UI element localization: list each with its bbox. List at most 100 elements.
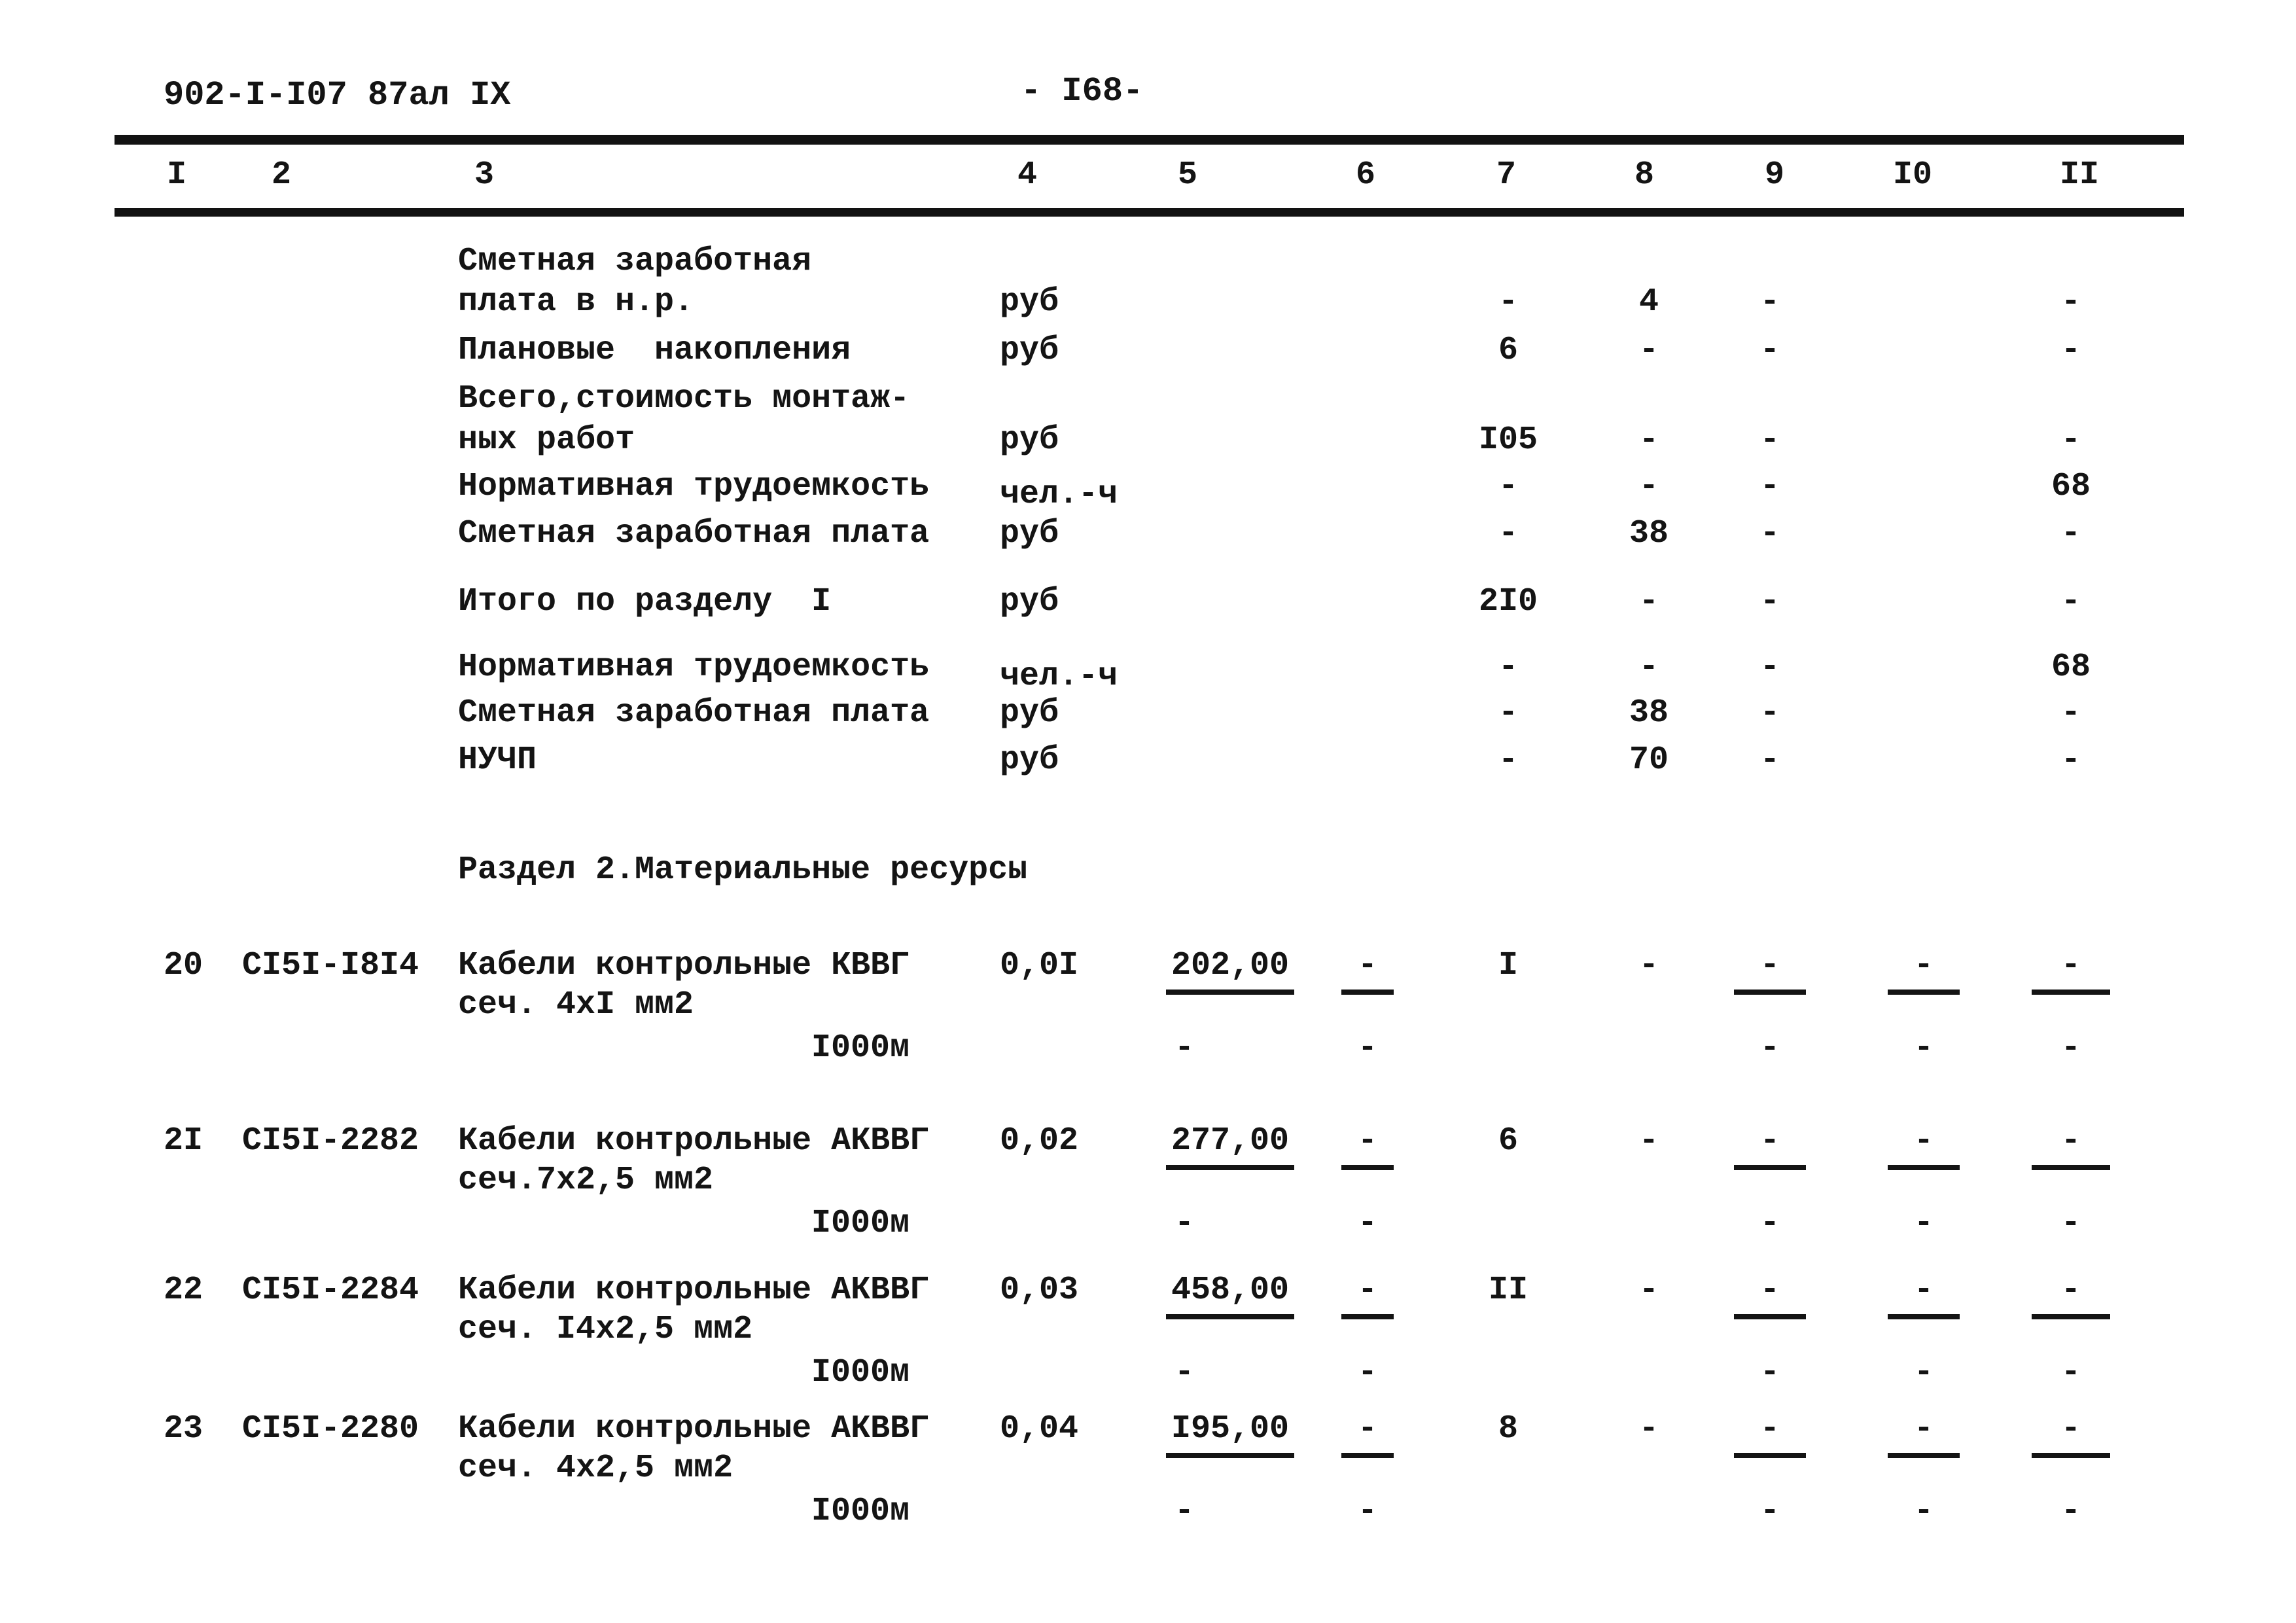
unit-label: руб xyxy=(1000,694,1059,732)
dash-mark: - xyxy=(1759,1493,1780,1530)
dash-mark: - xyxy=(1357,1493,1377,1530)
material-row-line1: 2I CI5I-2282 Кабели контрольные АКВВГ 0,… xyxy=(0,1122,2296,1170)
value-col9: - xyxy=(1759,332,1780,369)
unit-price: I95,00 xyxy=(1166,1411,1295,1458)
col-header-11: II xyxy=(2060,156,2100,194)
dash-mark: - xyxy=(2060,1493,2081,1530)
table-row-total: Итого по разделу I руб 2I0 - - - xyxy=(0,584,2296,623)
material-row-line2: сеч. 4х2,5 мм2 xyxy=(0,1450,2296,1489)
row-number: 22 xyxy=(164,1272,203,1309)
dash-mark: - xyxy=(1759,1029,1780,1067)
page-number: - I68- xyxy=(1021,72,1144,111)
table-row: Нормативная трудоемкость чел.-ч - - - 68 xyxy=(0,649,2296,694)
material-row-line1: 23 CI5I-2280 Кабели контрольные АКВВГ 0,… xyxy=(0,1410,2296,1458)
value-col7: - xyxy=(1498,649,1518,686)
quantity: 0,04 xyxy=(1000,1410,1079,1448)
value-col11: - xyxy=(2060,741,2081,779)
value-col8: - xyxy=(1638,583,1659,620)
value-col7: I xyxy=(1498,947,1518,984)
item-unit: I000м xyxy=(811,1354,910,1391)
unit-label: руб xyxy=(1000,421,1059,459)
value-col8: - xyxy=(1638,421,1659,459)
dash-mark: - xyxy=(2060,1205,2081,1242)
value-col11: - xyxy=(2032,1272,2110,1319)
value-col6: - xyxy=(1341,1411,1394,1458)
value-col9: - xyxy=(1759,583,1780,620)
unit-label: чел.-ч xyxy=(1000,476,1118,513)
table-row: плата в н.р. руб - 4 - - xyxy=(0,284,2296,323)
value-col11: - xyxy=(2060,515,2081,552)
value-col9: - xyxy=(1734,948,1806,995)
value-col9: - xyxy=(1759,468,1780,505)
unit-label: руб xyxy=(1000,741,1059,779)
value-col9: - xyxy=(1759,741,1780,779)
value-col7: - xyxy=(1498,515,1518,552)
row-label: Плановые накопления xyxy=(458,332,851,369)
material-row-line3: I000м - - - - - xyxy=(0,1030,2296,1069)
quantity: 0,0I xyxy=(1000,947,1079,984)
item-code: CI5I-2280 xyxy=(242,1410,419,1448)
item-spec: сеч. 4х2,5 мм2 xyxy=(458,1450,733,1487)
dash-mark: - xyxy=(1357,1205,1377,1242)
col-header-1: I xyxy=(167,156,187,194)
value-col10: - xyxy=(1888,1123,1960,1170)
value-col7: II xyxy=(1488,1272,1528,1309)
item-unit: I000м xyxy=(811,1029,910,1067)
col-header-4: 4 xyxy=(1017,156,1038,194)
table-row: НУЧП руб - 70 - - xyxy=(0,742,2296,781)
row-label: Нормативная трудоемкость xyxy=(458,468,930,505)
value-col9: - xyxy=(1734,1123,1806,1170)
value-col8: - xyxy=(1638,1272,1659,1309)
col-header-6: 6 xyxy=(1356,156,1376,194)
col-header-3: 3 xyxy=(474,156,495,194)
row-number: 20 xyxy=(164,947,203,984)
quantity: 0,03 xyxy=(1000,1272,1079,1309)
col-header-8: 8 xyxy=(1634,156,1655,194)
value-col11: - xyxy=(2032,1411,2110,1458)
horizontal-rule-header-bottom xyxy=(115,208,2184,217)
doc-code: 902-I-I07 87ал IX xyxy=(164,76,511,115)
value-col7: - xyxy=(1498,283,1518,321)
col-header-9: 9 xyxy=(1765,156,1785,194)
row-number: 23 xyxy=(164,1410,203,1448)
value-col8: - xyxy=(1638,332,1659,369)
value-col10: - xyxy=(1888,1272,1960,1319)
item-code: CI5I-2284 xyxy=(242,1272,419,1309)
value-col11: - xyxy=(2060,694,2081,732)
dash-mark: - xyxy=(1174,1029,1195,1067)
unit-price: 277,00 xyxy=(1166,1123,1295,1170)
col-header-2: 2 xyxy=(272,156,292,194)
value-col11: - xyxy=(2060,283,2081,321)
material-row-line2: сеч. 4хI мм2 xyxy=(0,987,2296,1026)
table-row: ных работ руб I05 - - - xyxy=(0,422,2296,461)
item-unit: I000м xyxy=(811,1205,910,1242)
unit-label: чел.-ч xyxy=(1000,658,1118,695)
value-col7: 8 xyxy=(1498,1410,1518,1448)
dash-mark: - xyxy=(1913,1205,1934,1242)
material-row-line3: I000м - - - - - xyxy=(0,1205,2296,1245)
item-code: CI5I-I8I4 xyxy=(242,947,419,984)
table-row: Сметная заработная плата руб - 38 - - xyxy=(0,516,2296,555)
value-col9: - xyxy=(1759,694,1780,732)
value-col11: - xyxy=(2060,583,2081,620)
value-col11: - xyxy=(2060,332,2081,369)
value-col7: - xyxy=(1498,694,1518,732)
row-label-line2: ных работ xyxy=(458,421,635,459)
material-row-line2: сеч.7х2,5 мм2 xyxy=(0,1162,2296,1202)
value-col9: - xyxy=(1734,1411,1806,1458)
row-label: Итого по разделу I xyxy=(458,583,832,620)
dash-mark: - xyxy=(2060,1354,2081,1391)
value-col8: - xyxy=(1638,947,1659,984)
col-header-10: I0 xyxy=(1893,156,1933,194)
quantity: 0,02 xyxy=(1000,1122,1079,1160)
material-row-line3: I000м - - - - - xyxy=(0,1355,2296,1394)
value-col10: - xyxy=(1888,1411,1960,1458)
value-col6: - xyxy=(1341,1123,1394,1170)
value-col7: - xyxy=(1498,468,1518,505)
item-name: Кабели контрольные АКВВГ xyxy=(458,1410,930,1448)
col-header-5: 5 xyxy=(1178,156,1198,194)
unit-label: руб xyxy=(1000,332,1059,369)
value-col7: 2I0 xyxy=(1478,583,1538,620)
value-col8: - xyxy=(1638,649,1659,686)
